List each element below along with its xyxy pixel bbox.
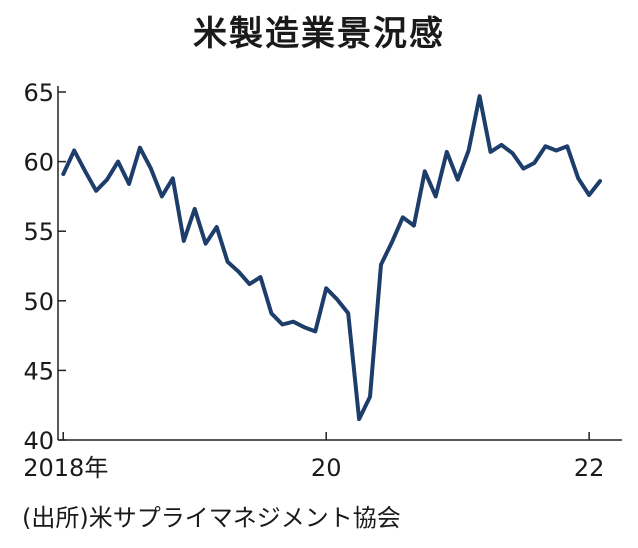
x-tick-labels: 2018年 20 22 <box>23 454 604 482</box>
y-tick-label: 60 <box>23 149 54 177</box>
series-layer <box>61 94 602 422</box>
y-tick-label: 50 <box>23 288 54 316</box>
series-line <box>61 94 602 422</box>
x-tick-label: 22 <box>574 454 605 482</box>
y-tick-label: 55 <box>23 218 54 246</box>
y-tick-label: 45 <box>23 357 54 385</box>
source-note: (出所)米サプライマネジメント協会 <box>22 504 401 532</box>
y-tick-label: 65 <box>23 79 54 107</box>
chart-title: 米製造業景況感 <box>193 14 445 54</box>
x-tick-label: 2018年 <box>23 454 108 482</box>
x-tick-label: 20 <box>311 454 342 482</box>
y-tick-labels: 40 45 50 55 60 65 <box>23 79 54 455</box>
chart-axes <box>57 86 622 441</box>
y-tick-label: 40 <box>23 427 54 455</box>
